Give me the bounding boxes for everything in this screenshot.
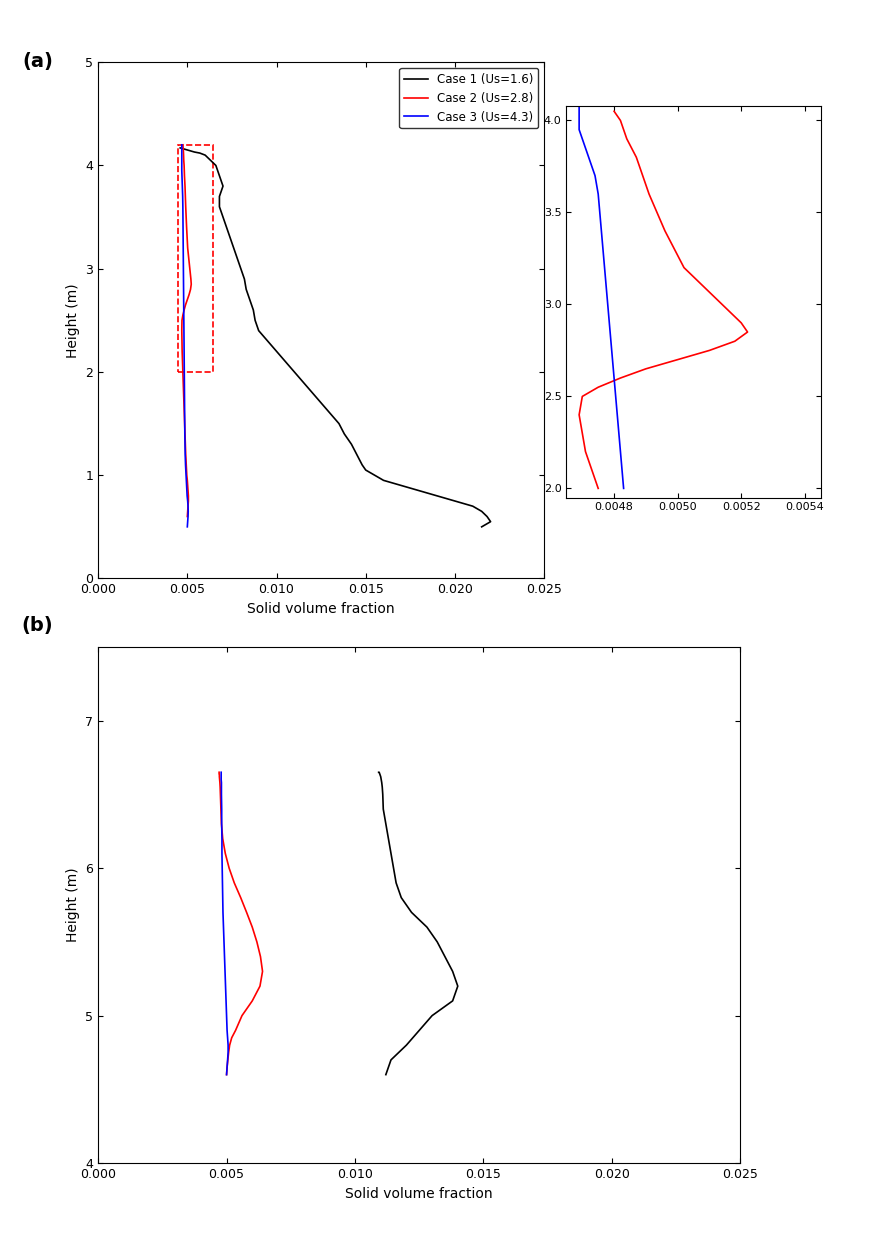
Bar xyxy=(178,144,213,372)
Text: (b): (b) xyxy=(21,616,53,634)
Text: (a): (a) xyxy=(22,52,54,71)
Y-axis label: Height (m): Height (m) xyxy=(66,284,79,357)
Y-axis label: Height (m): Height (m) xyxy=(66,868,79,942)
X-axis label: Solid volume fraction: Solid volume fraction xyxy=(345,1187,493,1200)
X-axis label: Solid volume fraction: Solid volume fraction xyxy=(247,602,395,616)
Legend: Case 1 (Us=1.6), Case 2 (Us=2.8), Case 3 (Us=4.3): Case 1 (Us=1.6), Case 2 (Us=2.8), Case 3… xyxy=(400,68,538,128)
